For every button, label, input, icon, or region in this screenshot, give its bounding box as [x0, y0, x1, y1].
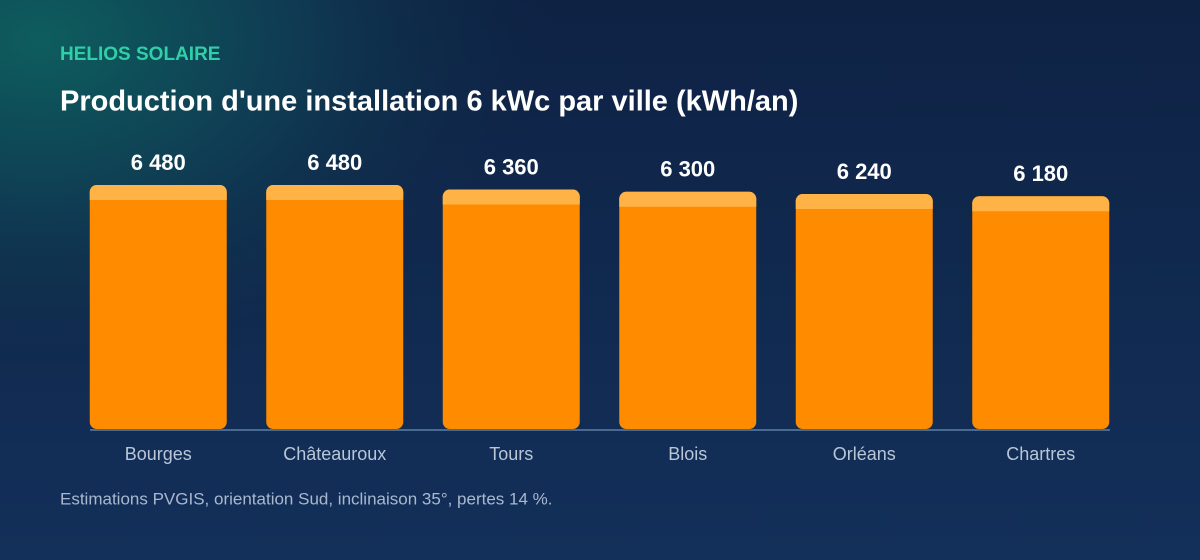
x-tick-label: Orléans [833, 444, 896, 464]
bar [442, 189, 580, 429]
x-tick-label: Bourges [125, 444, 192, 464]
bar [89, 185, 227, 429]
x-tick-label: Tours [489, 444, 533, 464]
value-label: 6 300 [660, 157, 715, 182]
value-label: 6 180 [1013, 161, 1068, 186]
value-label: 6 480 [307, 150, 362, 175]
bar-cap-base [795, 201, 933, 210]
brand: HELIOS SOLAIRE [60, 44, 220, 65]
bar-cap-base [619, 198, 757, 207]
bar-cap-base [972, 203, 1110, 212]
value-label: 6 480 [131, 150, 186, 175]
bar [619, 191, 757, 429]
value-label: 6 360 [484, 154, 539, 179]
x-tick-label: Châteauroux [283, 444, 386, 464]
bar-cap-base [89, 192, 227, 200]
chart-title: Production d'une installation 6 kWc par … [60, 86, 798, 118]
value-label: 6 240 [837, 159, 892, 184]
footnote: Estimations PVGIS, orientation Sud, incl… [60, 489, 553, 508]
bar [795, 194, 933, 429]
bar [266, 185, 404, 429]
x-tick-label: Blois [668, 444, 707, 464]
bar-cap-base [442, 196, 580, 205]
x-tick-label: Chartres [1006, 444, 1075, 464]
bar-cap-base [266, 192, 404, 200]
bar [972, 196, 1110, 429]
